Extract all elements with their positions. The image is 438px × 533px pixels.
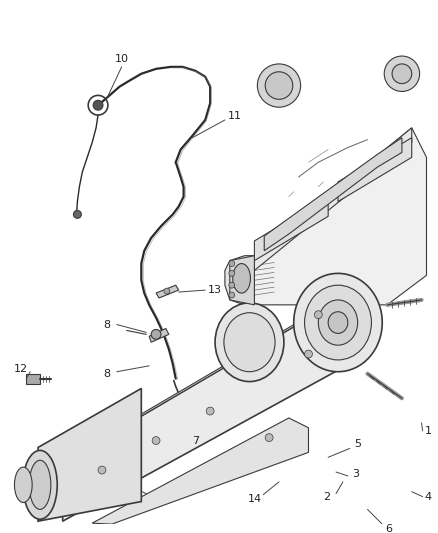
Polygon shape (338, 138, 412, 201)
Ellipse shape (23, 450, 57, 519)
Polygon shape (156, 285, 179, 298)
Polygon shape (149, 328, 169, 342)
Circle shape (229, 261, 235, 266)
Circle shape (229, 270, 235, 276)
Text: 13: 13 (208, 285, 222, 295)
Polygon shape (38, 389, 141, 521)
Bar (26, 374, 40, 384)
Polygon shape (264, 138, 402, 251)
Circle shape (314, 311, 322, 319)
Text: 12: 12 (14, 364, 28, 374)
Circle shape (74, 211, 81, 219)
Circle shape (164, 288, 170, 294)
Text: 1: 1 (425, 426, 432, 435)
Polygon shape (254, 128, 412, 270)
Ellipse shape (294, 273, 382, 372)
Ellipse shape (328, 312, 348, 333)
Text: 6: 6 (385, 524, 392, 533)
Text: 14: 14 (247, 494, 261, 504)
Circle shape (229, 282, 235, 288)
Ellipse shape (304, 285, 371, 360)
Text: 5: 5 (354, 440, 361, 449)
Circle shape (229, 292, 235, 298)
Polygon shape (254, 197, 328, 261)
Circle shape (392, 64, 412, 84)
Ellipse shape (14, 467, 32, 503)
Text: 4: 4 (425, 491, 432, 502)
Circle shape (258, 64, 300, 107)
Text: 11: 11 (228, 111, 242, 121)
Text: 9: 9 (148, 499, 155, 510)
Polygon shape (63, 295, 367, 521)
Text: 2: 2 (323, 491, 330, 502)
Polygon shape (225, 256, 254, 305)
Circle shape (206, 407, 214, 415)
Circle shape (304, 350, 312, 358)
Circle shape (152, 437, 160, 445)
Text: 10: 10 (115, 54, 129, 64)
Ellipse shape (29, 460, 51, 510)
Text: 8: 8 (103, 369, 110, 378)
Circle shape (265, 434, 273, 441)
Circle shape (98, 466, 106, 474)
Ellipse shape (215, 303, 284, 382)
Polygon shape (92, 418, 308, 524)
Circle shape (384, 56, 420, 92)
Ellipse shape (318, 300, 358, 345)
Text: 7: 7 (192, 435, 199, 446)
Ellipse shape (224, 313, 275, 372)
Ellipse shape (233, 263, 251, 293)
Polygon shape (230, 256, 254, 305)
Circle shape (265, 72, 293, 99)
Text: 8: 8 (103, 319, 110, 329)
Circle shape (151, 329, 161, 340)
Polygon shape (254, 128, 427, 305)
Polygon shape (63, 290, 353, 462)
Text: 3: 3 (352, 469, 359, 479)
Circle shape (93, 100, 103, 110)
